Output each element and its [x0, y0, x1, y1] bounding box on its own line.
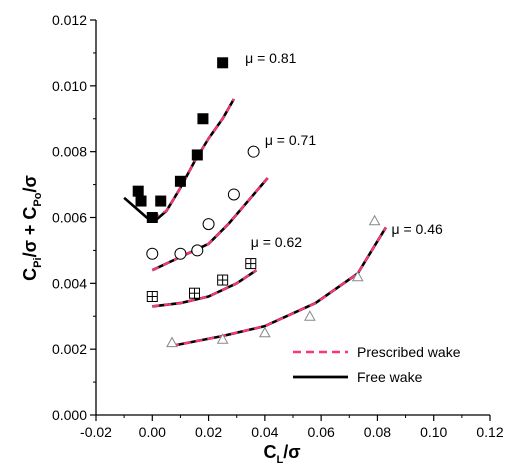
y-axis-title: CPi/σ + CPo/σ: [20, 175, 44, 281]
prescribed-wake-line-mu-0.46: [171, 226, 387, 347]
experiment-point-mu-0.62: [189, 287, 200, 299]
curves: [123, 98, 388, 348]
experiment-point-mu-0.46: [166, 336, 178, 348]
x-axis-label-main: C: [263, 442, 276, 462]
legend: Prescribed wake Free wake: [293, 344, 461, 385]
legend-label: Prescribed wake: [357, 344, 461, 360]
free-wake-line-mu-0.62: [152, 269, 258, 308]
y-axis-label-sub: Po: [32, 192, 44, 206]
experiment-point-mu-0.81: [155, 195, 167, 207]
x-tick-label: -0.02: [80, 424, 112, 440]
experiment-point-mu-0.71: [202, 218, 215, 231]
y-axis-label-part: /σ: [20, 175, 40, 192]
experiment-point-mu-0.46: [304, 310, 316, 321]
x-tick-label: 0.12: [476, 424, 503, 440]
experiment-point-mu-0.46: [368, 214, 381, 226]
experiment-point-mu-0.81: [135, 195, 147, 207]
x-tick-label: 0.00: [139, 424, 166, 440]
experiment-point-mu-0.46: [259, 326, 271, 338]
x-tick-label: 0.06: [308, 424, 335, 440]
y-axis-label-part: C: [20, 268, 40, 281]
experiment-markers: [132, 57, 381, 348]
mu-label: μ = 0.46: [392, 221, 443, 237]
experiment-point-mu-0.81: [191, 149, 203, 161]
x-axis-label-sub: L: [276, 454, 283, 466]
experiment-point-mu-0.62: [146, 291, 158, 302]
x-axis-title: CL/σ: [263, 442, 300, 466]
y-tick-label: 0.002: [52, 341, 87, 357]
prescribed-wake-line-mu-0.71: [151, 177, 269, 272]
experiment-point-mu-0.71: [247, 145, 260, 158]
y-tick-label: 0.004: [52, 275, 87, 291]
experiment-point-mu-0.71: [227, 188, 240, 201]
experiment-point-mu-0.71: [146, 247, 159, 260]
experiment-point-mu-0.46: [351, 270, 364, 282]
x-axis-label: CL/σ: [263, 442, 300, 466]
x-tick-label: 0.02: [195, 424, 222, 440]
y-tick-label: 0.006: [52, 210, 87, 226]
experiment-point-mu-0.81: [174, 175, 186, 187]
prescribed-wake-line-mu-0.62: [152, 269, 258, 308]
y-axis-label-sub: Pi: [32, 257, 44, 267]
legend-label: Free wake: [357, 369, 423, 385]
x-tick-label: 0.04: [251, 424, 278, 440]
experiment-point-mu-0.81: [146, 212, 158, 223]
experiment-point-mu-0.62: [217, 274, 229, 286]
mu-label: μ = 0.81: [245, 50, 296, 66]
y-tick-label: 0.012: [52, 12, 87, 28]
x-tick-label: 0.10: [420, 424, 447, 440]
y-tick-label: 0.000: [52, 407, 87, 423]
experiment-point-mu-0.81: [197, 113, 209, 125]
experiment-point-mu-0.71: [174, 247, 187, 260]
annotations: μ = 0.81 μ = 0.71 μ = 0.62 μ = 0.46: [245, 50, 443, 250]
y-tick-label: 0.010: [52, 78, 87, 94]
mu-label: μ = 0.71: [265, 132, 316, 148]
experiment-point-mu-0.46: [216, 333, 229, 344]
prescribed-wake-line-mu-0.81: [151, 98, 235, 219]
x-axis-label-rest: /σ: [283, 442, 300, 462]
mu-label: μ = 0.62: [251, 234, 302, 250]
y-axis-label: CPi/σ + CPo/σ: [20, 175, 44, 281]
y-axis-label-part: /σ + C: [20, 207, 40, 258]
experiment-point-mu-0.71: [191, 244, 204, 257]
experiment-point-mu-0.62: [245, 258, 257, 270]
experiment-point-mu-0.81: [217, 57, 229, 69]
x-tick-label: 0.08: [364, 424, 391, 440]
y-tick-label: 0.008: [52, 144, 87, 160]
experiment-point-mu-0.81: [132, 185, 144, 197]
axes: -0.02 0.00 0.02 0.04 0.06 0.08 0.10 0.12 0.000 0.…: [52, 12, 504, 440]
